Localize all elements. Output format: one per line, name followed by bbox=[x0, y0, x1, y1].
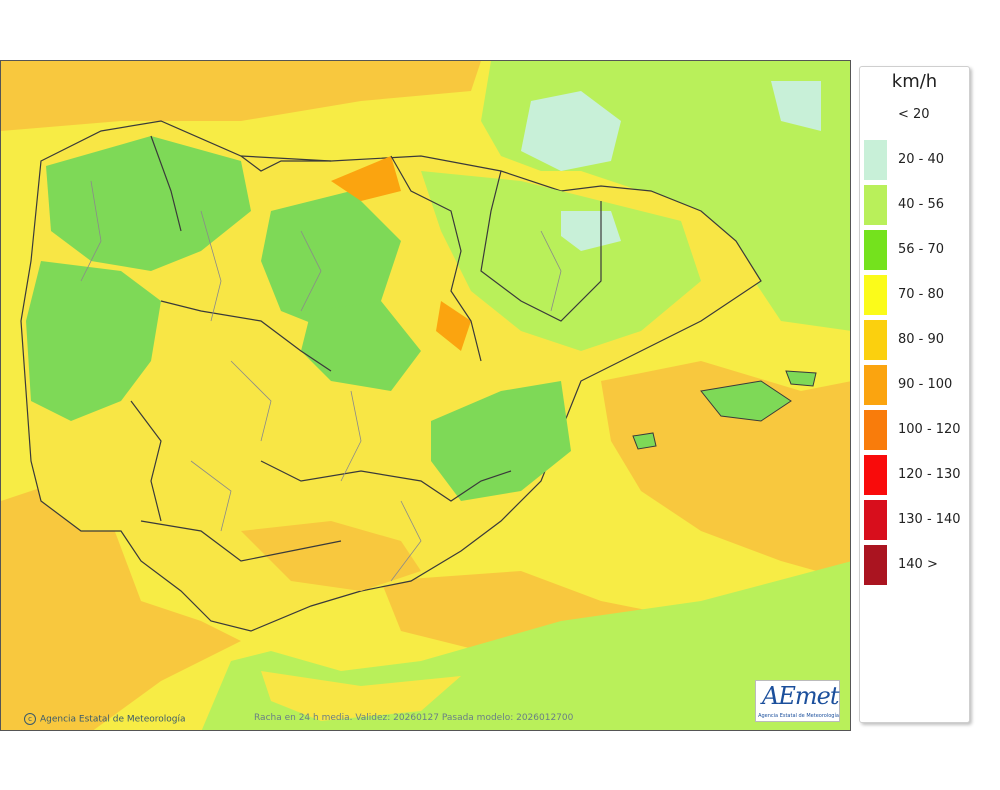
credit-text: c Agencia Estatal de Meteorología bbox=[24, 713, 186, 725]
legend-label: 40 - 56 bbox=[898, 197, 945, 212]
credit-label: Agencia Estatal de Meteorología bbox=[40, 714, 186, 725]
aemet-logo-subtitle: Agencia Estatal de Meteorología bbox=[758, 713, 839, 719]
aemet-logo-text: AEmet bbox=[762, 682, 839, 710]
legend-item: 56 - 70 bbox=[860, 230, 969, 270]
ibiza-island bbox=[632, 432, 657, 450]
legend-swatch bbox=[864, 455, 887, 495]
map-caption: Racha en 24 h media. Validez: 20260127 P… bbox=[254, 713, 574, 723]
africa-gust-zone bbox=[261, 671, 461, 721]
sea-gust-zone-balearic bbox=[601, 361, 850, 581]
valencia-green-zone bbox=[431, 381, 571, 501]
legend-item: 120 - 130 bbox=[860, 455, 969, 495]
portugal-north-green-zone bbox=[26, 261, 161, 421]
legend-item: 70 - 80 bbox=[860, 275, 969, 315]
legend-panel: km/h < 20 20 - 40 40 - 56 56 - 70 70 - 80 80 … bbox=[859, 66, 970, 723]
legend-item: 40 - 56 bbox=[860, 185, 969, 225]
map-canvas bbox=[1, 61, 850, 730]
alps-low-gust-area bbox=[771, 81, 821, 131]
legend-label: 70 - 80 bbox=[898, 287, 945, 302]
legend-label: 130 - 140 bbox=[898, 512, 961, 527]
legend-item: 80 - 90 bbox=[860, 320, 969, 360]
legend-swatch bbox=[864, 230, 887, 270]
duero-green-zone bbox=[261, 191, 401, 331]
legend-swatch bbox=[864, 95, 887, 135]
legend-title: km/h bbox=[891, 71, 938, 92]
aemet-logo: AEmet Agencia Estatal de Meteorología bbox=[755, 680, 840, 722]
legend-label: 140 > bbox=[898, 557, 938, 572]
legend-label: 20 - 40 bbox=[898, 152, 945, 167]
legend-swatch bbox=[864, 275, 887, 315]
legend-item: 140 > bbox=[860, 545, 969, 585]
sea-gust-zone-southwest bbox=[1, 481, 241, 730]
legend-item: 100 - 120 bbox=[860, 410, 969, 450]
legend-item: < 20 bbox=[860, 95, 969, 135]
iberian-system-gust-zone bbox=[436, 301, 471, 351]
legend-swatch bbox=[864, 500, 887, 540]
legend-label: 100 - 120 bbox=[898, 422, 961, 437]
province-borders bbox=[80, 180, 562, 582]
wind-gust-map[interactable] bbox=[0, 60, 851, 731]
legend-label: 90 - 100 bbox=[898, 377, 953, 392]
legend-swatch bbox=[864, 320, 887, 360]
legend-swatch bbox=[864, 185, 887, 225]
legend-label: < 20 bbox=[898, 107, 930, 122]
legend-swatch bbox=[864, 545, 887, 585]
legend-item: 90 - 100 bbox=[860, 365, 969, 405]
legend-label: 120 - 130 bbox=[898, 467, 961, 482]
pyrenees-low-gust-zone bbox=[561, 211, 621, 251]
legend-swatch bbox=[864, 140, 887, 180]
mallorca-island bbox=[700, 380, 792, 422]
legend-item: 20 - 40 bbox=[860, 140, 969, 180]
ebro-valley-zone bbox=[421, 171, 701, 351]
legend-swatch bbox=[864, 410, 887, 450]
legend-label: 56 - 70 bbox=[898, 242, 945, 257]
madrid-green-zone bbox=[301, 301, 421, 391]
france-low-gust-area bbox=[521, 91, 621, 171]
legend-swatch bbox=[864, 365, 887, 405]
legend-label: 80 - 90 bbox=[898, 332, 945, 347]
cantabrian-gust-zone bbox=[331, 156, 401, 201]
galicia-asturias-green-zone bbox=[46, 136, 251, 271]
copyright-icon: c bbox=[24, 713, 36, 725]
region-borders bbox=[130, 135, 602, 562]
menorca-island bbox=[785, 370, 817, 387]
sea-gust-zone-north bbox=[1, 61, 481, 131]
legend-item: 130 - 140 bbox=[860, 500, 969, 540]
andalusia-gust-zone bbox=[241, 521, 421, 591]
